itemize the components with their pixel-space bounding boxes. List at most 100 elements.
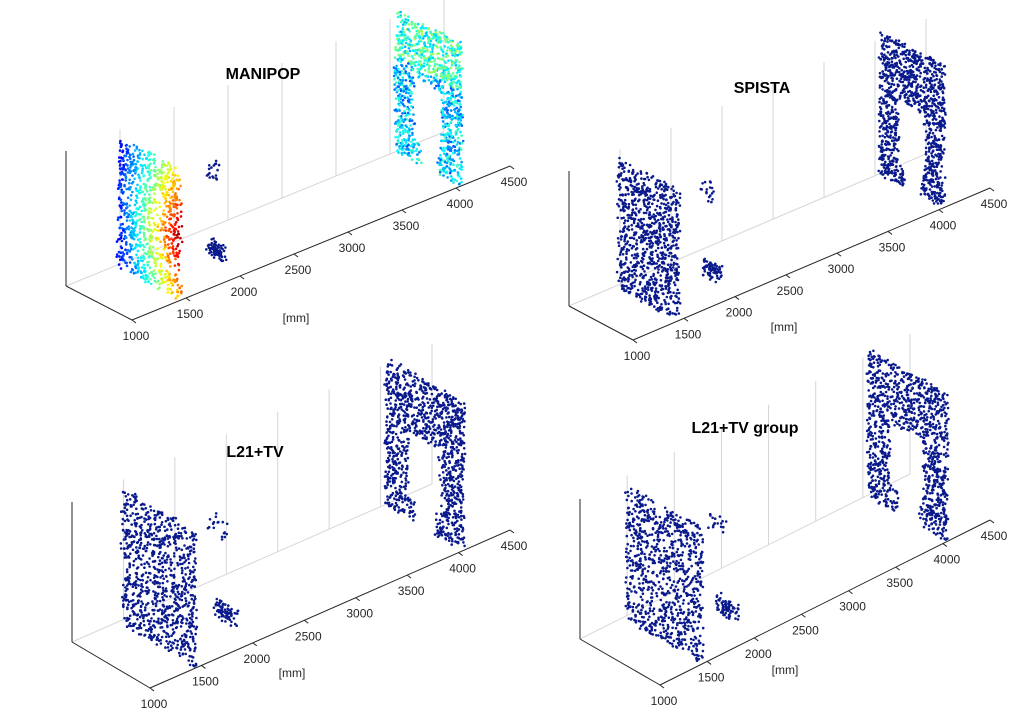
point [670,203,673,206]
point [933,83,937,86]
point [917,66,920,69]
point [125,542,128,545]
point [403,109,406,113]
point [190,580,193,584]
point [699,187,703,191]
point [933,90,936,94]
point [924,138,928,142]
point [880,52,883,56]
point [657,309,660,313]
point [178,606,182,609]
point [125,261,128,265]
point [940,134,944,138]
x-axis-label: [mm] [279,666,306,680]
point [620,172,623,175]
point [129,214,133,218]
point [152,543,156,547]
point [171,239,175,242]
point [207,164,211,167]
point [123,173,127,176]
point [165,631,168,635]
point [128,535,131,539]
point [653,282,657,286]
point [410,105,413,108]
point [896,85,900,88]
point [404,70,408,73]
point [893,131,897,135]
point [128,250,132,253]
point [666,228,670,231]
point [161,609,164,612]
point [408,154,411,157]
point [458,70,461,74]
point [623,289,626,293]
point [169,202,172,205]
point [940,72,944,75]
point [943,148,946,151]
point [150,255,154,259]
point [649,275,653,279]
point [632,203,635,206]
point [399,89,403,92]
point [141,585,144,589]
point [657,213,660,216]
point [407,28,410,31]
point [645,282,649,286]
point [169,563,173,567]
point [938,129,942,132]
point [655,231,658,235]
point [890,108,894,111]
point [224,258,228,262]
point [442,152,446,155]
point [436,63,439,66]
point [120,188,123,192]
point [145,592,149,596]
point [639,208,642,211]
point [148,224,152,227]
point [212,164,216,167]
point [627,225,630,228]
point [893,171,896,175]
point [177,531,181,535]
point [161,591,165,595]
point [446,37,449,41]
point [942,65,946,68]
point [882,99,885,102]
point [141,243,145,247]
point [174,221,178,224]
point [138,224,142,228]
point [886,81,890,84]
point [667,213,671,217]
point [637,182,640,186]
point [878,119,881,123]
point [661,270,664,273]
point [427,70,431,74]
point [436,41,440,45]
point [895,53,899,57]
point [615,180,619,183]
point [401,46,404,50]
point [935,200,938,203]
point [178,249,181,253]
point [149,282,153,286]
point [897,43,901,47]
point [184,531,187,534]
point [937,85,940,88]
point [164,646,167,649]
point [923,115,927,118]
point [146,619,150,622]
point [407,137,411,140]
point [911,48,914,52]
point [153,522,157,526]
point [925,172,928,176]
point [675,262,678,266]
point [179,637,182,641]
point [456,128,459,132]
point [445,52,448,55]
point [627,291,631,294]
point [396,139,400,142]
point [930,79,934,83]
point [661,292,665,295]
point [661,228,665,232]
point [898,61,902,65]
